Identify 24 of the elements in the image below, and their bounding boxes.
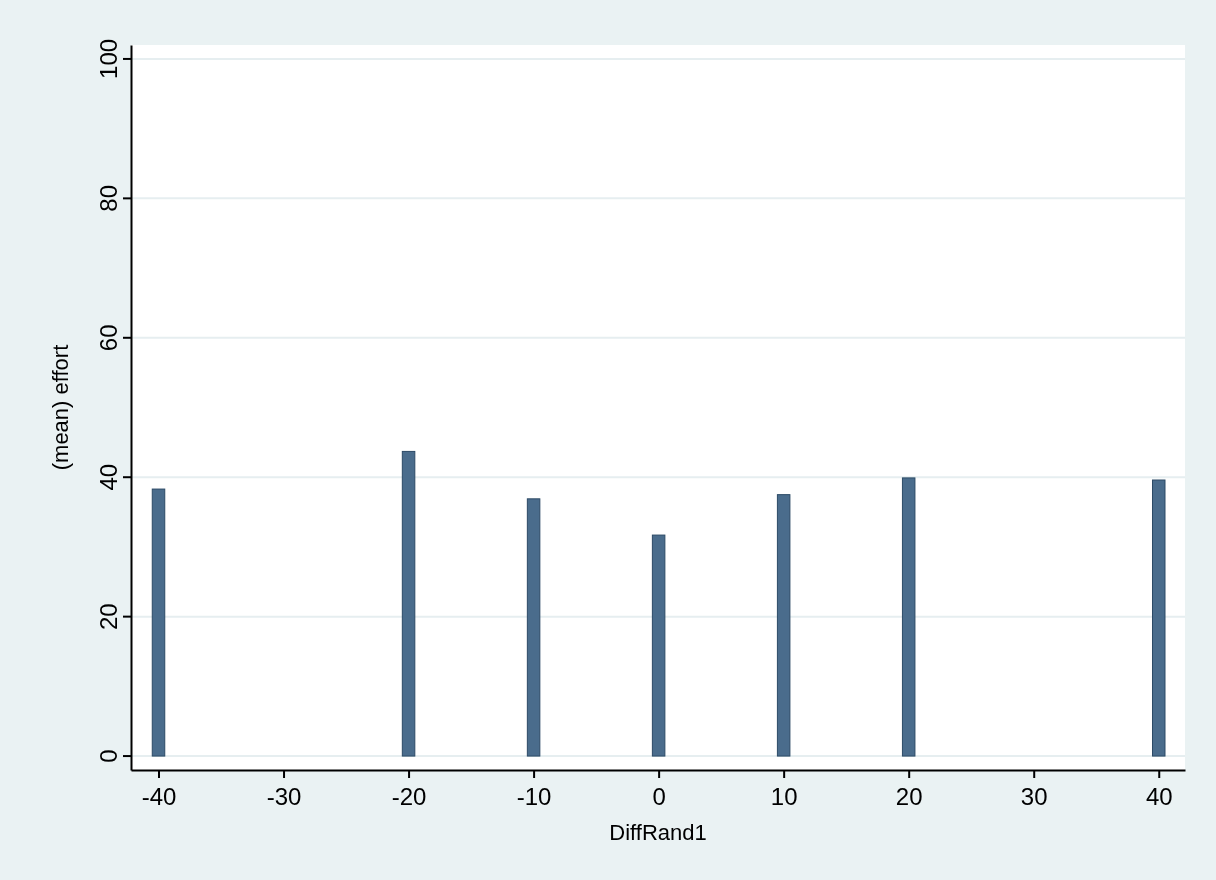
bar [901, 477, 916, 757]
bar [151, 488, 166, 757]
x-tick-label: -40 [141, 783, 177, 810]
x-tick-label: 40 [1145, 783, 1173, 810]
x-tick-label: -10 [516, 783, 552, 810]
y-tick-label: 40 [95, 463, 122, 491]
x-tick-label: -20 [391, 783, 427, 810]
y-tick-label: 60 [95, 324, 122, 352]
x-tick-label: 0 [652, 783, 666, 810]
bar [1151, 479, 1166, 757]
x-axis-title: DiffRand1 [609, 820, 707, 845]
y-tick-label: 0 [95, 749, 122, 763]
bar [526, 498, 541, 757]
x-tick-label: -30 [266, 783, 302, 810]
y-tick-label: 100 [95, 38, 122, 79]
y-tick-label: 80 [95, 185, 122, 212]
bar [401, 450, 416, 757]
x-tick-label: 10 [770, 783, 798, 810]
bar [651, 534, 666, 757]
y-tick-label: 20 [95, 603, 122, 630]
x-tick-label: 20 [895, 783, 923, 810]
bar [776, 494, 791, 757]
x-tick-label: 30 [1020, 783, 1048, 810]
y-axis-title: (mean) effort [48, 344, 73, 471]
